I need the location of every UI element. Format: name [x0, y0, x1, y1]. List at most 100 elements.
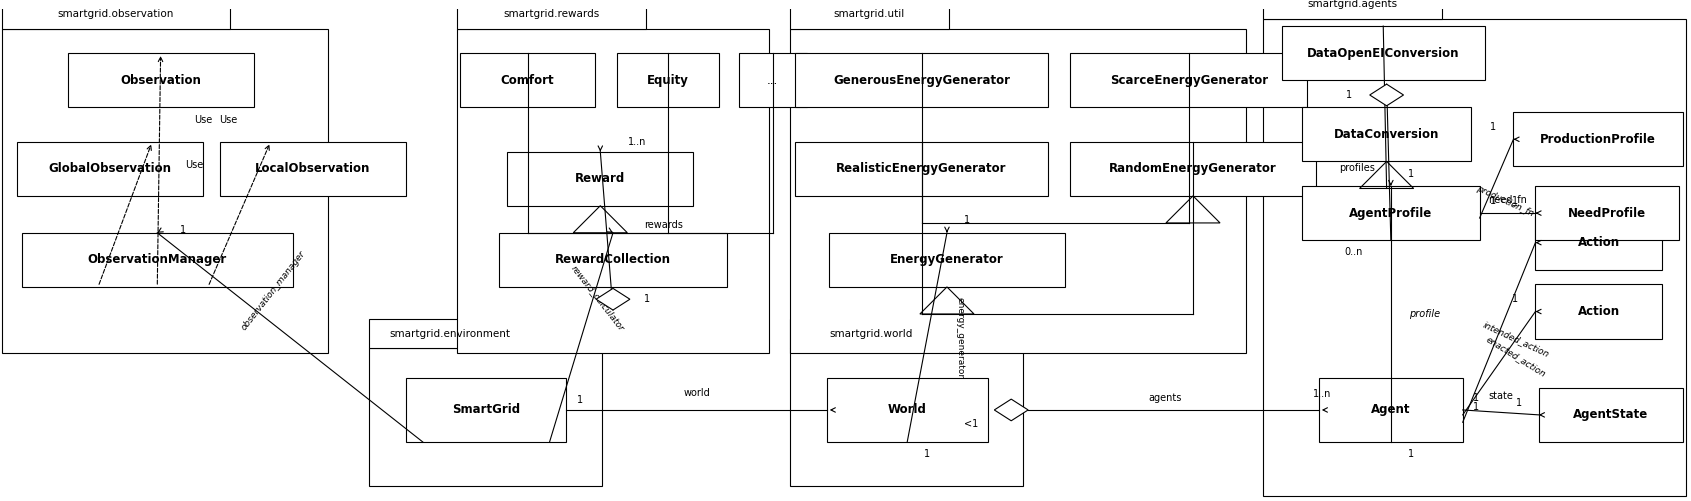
Bar — [795, 53, 1048, 107]
Text: profiles: profiles — [1339, 162, 1375, 172]
Text: Observation: Observation — [120, 74, 201, 87]
Bar — [1535, 285, 1662, 339]
Text: Action: Action — [1578, 305, 1620, 318]
Text: smartgrid.agents: smartgrid.agents — [1307, 0, 1398, 9]
Text: 1: 1 — [925, 449, 930, 459]
Text: 1: 1 — [1515, 398, 1522, 408]
Text: 1: 1 — [1473, 402, 1480, 412]
Bar — [369, 319, 533, 348]
Text: observation_manager: observation_manager — [238, 249, 308, 333]
Polygon shape — [595, 289, 629, 310]
Bar — [507, 152, 693, 206]
Text: smartgrid.util: smartgrid.util — [834, 9, 905, 19]
Text: energy_generator: energy_generator — [955, 297, 964, 378]
Bar — [2, 29, 328, 353]
Bar — [460, 53, 595, 107]
Bar — [220, 142, 406, 196]
Text: 1: 1 — [1490, 196, 1497, 206]
Polygon shape — [1370, 84, 1404, 106]
Text: 1..n: 1..n — [629, 137, 646, 147]
Bar — [1070, 53, 1307, 107]
Text: rewards: rewards — [644, 220, 683, 230]
Bar — [790, 348, 1023, 486]
Text: DataOpenEIConversion: DataOpenEIConversion — [1307, 47, 1459, 60]
Bar — [790, 0, 949, 29]
Bar — [1263, 0, 1442, 19]
Bar — [22, 233, 293, 287]
Text: LocalObservation: LocalObservation — [255, 162, 370, 175]
Bar — [790, 319, 954, 348]
Bar — [68, 53, 254, 107]
Text: 1..n: 1..n — [1314, 389, 1331, 399]
Text: 1: 1 — [1490, 122, 1497, 132]
Text: need_fn: need_fn — [1488, 194, 1527, 205]
Bar — [1535, 186, 1679, 240]
Bar — [1513, 112, 1683, 166]
Text: 1: 1 — [1409, 449, 1414, 459]
Text: World: World — [888, 403, 927, 416]
Text: RealisticEnergyGenerator: RealisticEnergyGenerator — [837, 162, 1006, 175]
Text: RandomEnergyGenerator: RandomEnergyGenerator — [1109, 162, 1277, 175]
Text: SmartGrid: SmartGrid — [451, 403, 521, 416]
Bar — [829, 233, 1065, 287]
Text: intended_action: intended_action — [1481, 320, 1551, 358]
Bar — [739, 53, 807, 107]
Text: 0..n: 0..n — [1344, 247, 1363, 258]
Bar — [457, 29, 769, 353]
Bar — [1070, 142, 1316, 196]
Text: smartgrid.environment: smartgrid.environment — [391, 329, 511, 339]
Text: ScarceEnergyGenerator: ScarceEnergyGenerator — [1109, 74, 1268, 87]
Text: 1: 1 — [644, 294, 649, 304]
Text: Equity: Equity — [648, 74, 688, 87]
Bar — [457, 0, 646, 29]
Text: Action: Action — [1578, 236, 1620, 249]
Text: DataConversion: DataConversion — [1334, 128, 1439, 141]
Text: smartgrid.rewards: smartgrid.rewards — [504, 9, 599, 19]
Text: production_fn: production_fn — [1475, 183, 1535, 218]
Text: GlobalObservation: GlobalObservation — [49, 162, 171, 175]
Text: smartgrid.world: smartgrid.world — [830, 329, 913, 339]
Text: 1: 1 — [1473, 393, 1480, 403]
Bar — [2, 0, 230, 29]
Text: RewardCollection: RewardCollection — [555, 254, 671, 267]
Bar — [1263, 19, 1686, 496]
Bar — [17, 142, 203, 196]
Text: AgentState: AgentState — [1573, 408, 1649, 421]
Text: Reward: Reward — [575, 172, 626, 185]
Text: smartgrid.observation: smartgrid.observation — [57, 9, 174, 19]
Text: Use: Use — [220, 115, 237, 125]
Text: Use: Use — [186, 160, 203, 170]
Bar — [617, 53, 719, 107]
Text: 1: 1 — [1512, 294, 1519, 304]
Text: Use: Use — [194, 115, 211, 125]
Text: profile: profile — [1409, 309, 1441, 319]
Text: <1: <1 — [964, 419, 977, 429]
Text: EnergyGenerator: EnergyGenerator — [889, 254, 1004, 267]
Text: world: world — [683, 388, 710, 398]
Bar — [369, 348, 602, 486]
Text: 1: 1 — [577, 395, 583, 405]
Text: 1: 1 — [179, 225, 186, 235]
Bar — [1319, 378, 1463, 442]
Text: 1: 1 — [1409, 169, 1414, 179]
Text: GenerousEnergyGenerator: GenerousEnergyGenerator — [834, 74, 1010, 87]
Text: agents: agents — [1148, 393, 1182, 403]
Bar — [1539, 388, 1683, 442]
Text: ...: ... — [768, 74, 778, 87]
Text: 1: 1 — [1512, 196, 1519, 206]
Bar — [827, 378, 988, 442]
Bar — [795, 142, 1048, 196]
Text: AgentProfile: AgentProfile — [1349, 206, 1432, 219]
Bar — [790, 29, 1246, 353]
Bar — [1302, 186, 1480, 240]
Text: 1: 1 — [1346, 90, 1353, 100]
Bar — [1302, 107, 1471, 161]
Text: Agent: Agent — [1371, 403, 1410, 416]
Bar — [406, 378, 566, 442]
Bar — [499, 233, 727, 287]
Polygon shape — [994, 399, 1028, 421]
Text: ProductionProfile: ProductionProfile — [1541, 133, 1655, 146]
Text: enacted_action: enacted_action — [1485, 335, 1547, 379]
Text: state: state — [1488, 391, 1513, 401]
Bar — [1282, 26, 1485, 80]
